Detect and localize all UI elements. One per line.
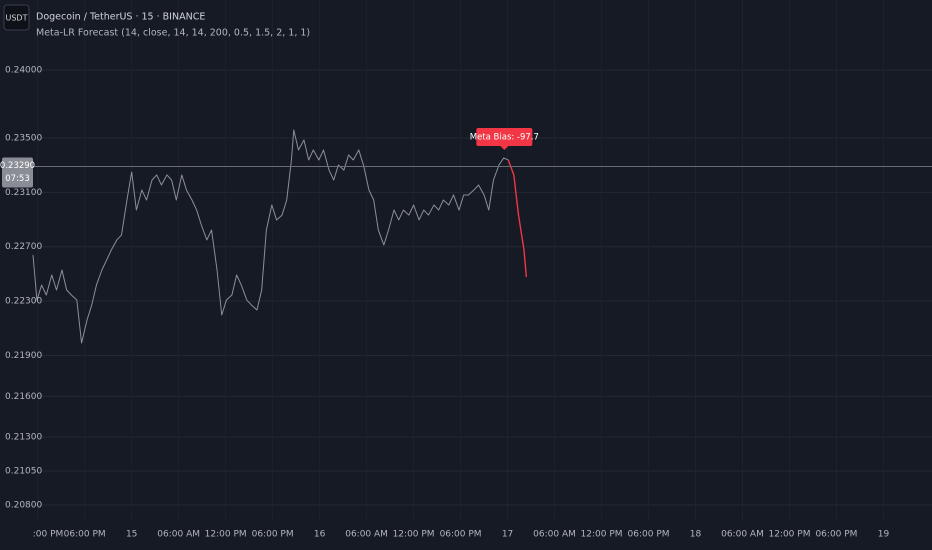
x-tick-label: 16	[314, 530, 326, 540]
x-tick-label: :00 PM	[33, 530, 64, 540]
x-tick-label: 12:00 PM	[393, 530, 435, 540]
last-price-label: 0.23290	[0, 161, 35, 171]
y-tick-label: 0.21300	[5, 433, 42, 443]
y-tick-label: 0.21900	[5, 351, 42, 361]
y-tick-label: 0.21600	[5, 392, 42, 402]
x-tick-label: 06:00 PM	[252, 530, 294, 540]
annotation-text: Meta Bias: -97.7	[470, 133, 539, 143]
symbol-badge-box	[3, 4, 30, 31]
x-tick-label: 12:00 PM	[581, 530, 623, 540]
overlay: 0.24000 0.23500 0.23100 0.22700 0.22300 0.219…	[0, 66, 932, 540]
last-price-box	[2, 157, 33, 188]
x-tick-label: 06:00 PM	[440, 530, 482, 540]
annotation-pointer	[500, 146, 509, 151]
y-tick-label: 0.21050	[5, 467, 42, 477]
x-tick-label: 19	[878, 530, 890, 540]
x-tick-label: 12:00 PM	[205, 530, 247, 540]
y-tick-label: 0.22700	[5, 242, 42, 252]
y-tick-label: 0.23100	[5, 188, 42, 198]
x-tick-label: 06:00 AM	[157, 530, 200, 540]
chart-title: Dogecoin / TetherUS · 15 · BINANCE	[36, 12, 205, 23]
x-tick-label: 18	[690, 530, 702, 540]
x-tick-label: 06:00 AM	[345, 530, 388, 540]
y-tick-label: 0.24000	[5, 66, 42, 76]
x-tick-label: 06:00 AM	[533, 530, 576, 540]
countdown: 07:53	[5, 174, 30, 184]
x-tick-label: 06:00 PM	[815, 530, 857, 540]
price-line	[507, 159, 528, 278]
plot	[32, 129, 528, 344]
price-line	[32, 129, 509, 344]
y-tick-label: 0.22300	[5, 297, 42, 307]
x-tick-label: 06:00 PM	[628, 530, 670, 540]
grid	[33, 0, 932, 520]
x-tick-label: 12:00 PM	[768, 530, 810, 540]
y-tick-label: 0.23500	[5, 133, 42, 143]
symbol-badge: USDT	[6, 14, 28, 23]
chart-subtitle: Meta-LR Forecast (14, close, 14, 14, 200…	[36, 28, 310, 39]
y-tick-label: 0.20800	[5, 501, 42, 511]
x-tick-label: 06:00 AM	[721, 530, 764, 540]
x-tick-label: 15	[126, 530, 137, 540]
x-tick-label: 06:00 PM	[64, 530, 106, 540]
annotation-box	[476, 128, 533, 147]
x-tick-label: 17	[502, 530, 513, 540]
